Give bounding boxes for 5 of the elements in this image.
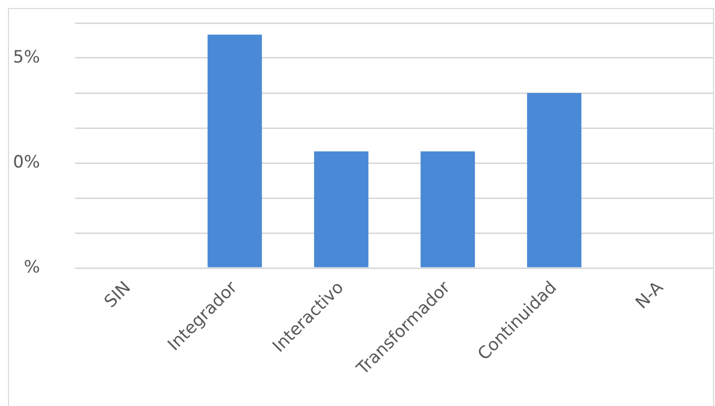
x-tick-label: SIN <box>100 278 135 312</box>
text: 5% <box>13 47 40 68</box>
x-tick-label: N-A <box>632 277 668 314</box>
text: % <box>24 257 40 278</box>
text: 0% <box>13 152 40 172</box>
